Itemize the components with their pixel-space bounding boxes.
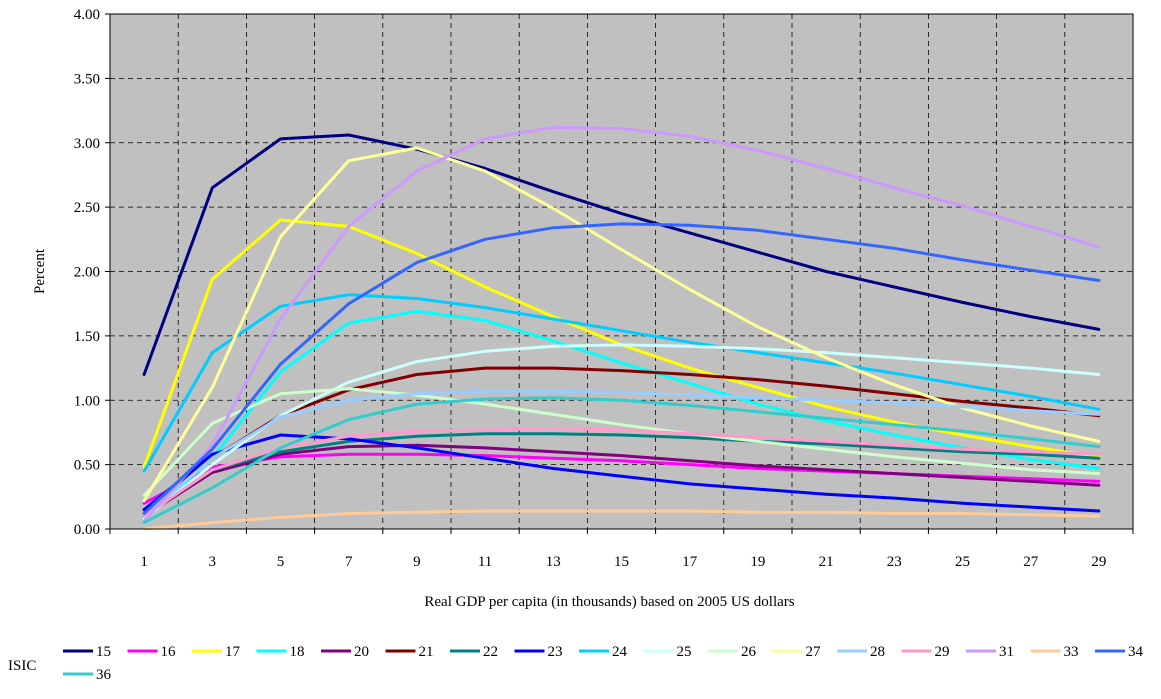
legend-item-36: 36: [63, 667, 112, 683]
legend-label: 29: [935, 644, 950, 660]
x-tick-label: 13: [546, 554, 561, 570]
y-tick-label: 2.00: [74, 265, 100, 281]
legend-label: 18: [290, 644, 305, 660]
legend-label: 34: [1128, 644, 1144, 660]
x-tick-label: 27: [1023, 554, 1039, 570]
legend-item-33: 33: [1030, 644, 1079, 660]
legend-item-22: 22: [450, 644, 498, 660]
x-tick-label: 19: [750, 554, 765, 570]
legend-item-15: 15: [63, 644, 111, 660]
grid-lines: [110, 14, 1133, 529]
legend-item-34: 34: [1095, 644, 1144, 660]
legend-item-24: 24: [579, 644, 628, 660]
axes: [105, 13, 1134, 534]
series-line-24: [142, 293, 1101, 473]
y-tick-label: 3.50: [74, 71, 100, 87]
series-line-20: [142, 443, 1101, 518]
y-tick-label: 1.50: [74, 329, 100, 345]
legend-label: 31: [999, 644, 1014, 660]
x-tick-label: 15: [614, 554, 629, 570]
legend-item-17: 17: [192, 644, 241, 660]
x-tick-label: 29: [1091, 554, 1106, 570]
legend-label: 28: [870, 644, 885, 660]
series-line-25: [142, 343, 1101, 521]
series-line-34: [142, 222, 1101, 515]
x-tick-label: 25: [955, 554, 970, 570]
legend-label: 33: [1064, 644, 1079, 660]
x-tick-label: 1: [140, 554, 148, 570]
legend-item-23: 23: [514, 644, 563, 660]
series-line-22: [142, 432, 1101, 518]
legend-label: 27: [806, 644, 822, 660]
y-tick-label: 1.00: [74, 393, 100, 409]
y-tick-label: 4.00: [74, 7, 100, 23]
legend-label: 22: [483, 644, 498, 660]
legend-label: 25: [677, 644, 692, 660]
x-tick-label: 9: [413, 554, 421, 570]
legend-item-29: 29: [901, 644, 950, 660]
series-line-27: [142, 146, 1101, 503]
legend-item-20: 20: [321, 644, 369, 660]
legend-label: 17: [225, 644, 241, 660]
legend-label: 36: [96, 667, 112, 683]
legend-label: 16: [161, 644, 177, 660]
legend-item-26: 26: [708, 644, 757, 660]
legend-label: 26: [741, 644, 757, 660]
x-tick-label: 17: [682, 554, 698, 570]
tick-labels: 0.000.501.001.502.002.503.003.504.001 3 5 7…: [74, 7, 1107, 570]
x-tick-label: 7: [345, 554, 353, 570]
legend-item-28: 28: [837, 644, 885, 660]
legend-item-21: 21: [385, 644, 434, 660]
x-tick-label: 21: [819, 554, 834, 570]
y-tick-label: 0.00: [74, 522, 100, 538]
y-tick-label: 0.50: [74, 458, 100, 474]
y-tick-label: 2.50: [74, 200, 100, 216]
x-tick-label: 23: [887, 554, 902, 570]
legend-item-18: 18: [256, 644, 305, 660]
legend-title: ISIC: [8, 658, 36, 674]
legend-item-25: 25: [643, 644, 692, 660]
series-lines: [142, 125, 1101, 531]
series-line-28: [142, 389, 1101, 518]
legend-item-27: 27: [772, 644, 822, 660]
series-line-36: [142, 396, 1101, 525]
series-line-33: [142, 509, 1101, 531]
series-line-26: [142, 387, 1101, 497]
x-axis-label: Real GDP per capita (in thousands) based…: [424, 594, 794, 610]
series-line-31: [142, 125, 1101, 523]
series-line-15: [142, 133, 1101, 376]
series-line-23: [142, 433, 1101, 513]
series-line-29: [142, 427, 1101, 518]
x-tick-label: 5: [277, 554, 285, 570]
plot-area: [110, 14, 1133, 529]
legend-item-31: 31: [966, 644, 1014, 660]
legend: 15 16 17 18 20 21 22 23 24 25 26 27 28 29 31 33 34 36: [63, 644, 1144, 683]
legend-item-16: 16: [127, 644, 177, 660]
series-line-18: [142, 309, 1101, 522]
legend-label: 24: [612, 644, 628, 660]
legend-label: 15: [96, 644, 111, 660]
y-axis-label: Percent: [32, 248, 48, 294]
legend-label: 21: [419, 644, 434, 660]
x-tick-label: 11: [478, 554, 492, 570]
x-tick-label: 3: [209, 554, 217, 570]
legend-label: 20: [354, 644, 369, 660]
legend-label: 23: [548, 644, 563, 660]
y-tick-label: 3.00: [74, 136, 100, 152]
